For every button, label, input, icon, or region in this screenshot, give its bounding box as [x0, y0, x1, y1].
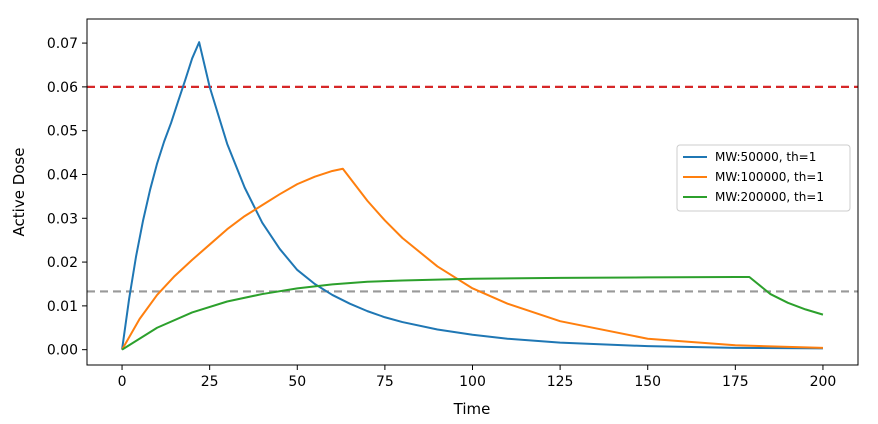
y-axis-label: Active Dose [10, 148, 28, 237]
legend-label: MW:50000, th=1 [715, 150, 816, 164]
x-tick-label: 25 [201, 374, 219, 390]
legend-label: MW:100000, th=1 [715, 170, 824, 184]
y-tick-label: 0.02 [47, 255, 78, 271]
y-tick-label: 0.03 [47, 211, 78, 227]
y-tick-label: 0.05 [47, 124, 78, 140]
y-tick-label: 0.00 [47, 343, 78, 359]
x-axis-label: Time [453, 400, 491, 418]
series-line-1 [121, 41, 823, 350]
x-tick-label: 125 [547, 374, 574, 390]
y-tick-label: 0.01 [47, 299, 78, 315]
legend-label: MW:200000, th=1 [715, 190, 824, 204]
series-line-3 [121, 275, 824, 351]
x-tick-label: 50 [288, 374, 306, 390]
y-tick-label: 0.04 [47, 167, 78, 183]
y-tick-label: 0.07 [47, 36, 78, 52]
x-axis: 0 25 50 75 100 125 150 175 200 [118, 365, 837, 390]
x-tick-label: 75 [376, 374, 394, 390]
x-tick-label: 200 [810, 374, 837, 390]
series-line-2 [121, 167, 823, 351]
x-tick-label: 100 [459, 374, 486, 390]
series-lines [121, 41, 824, 351]
legend: MW:50000, th=1 MW:100000, th=1 MW:200000, … [676, 144, 851, 212]
x-tick-label: 0 [118, 374, 127, 390]
x-tick-label: 150 [634, 374, 661, 390]
y-axis: 0.00 0.01 0.02 0.03 0.04 0.05 0.06 0.07 [47, 36, 87, 359]
y-tick-label: 0.06 [47, 80, 78, 96]
legend-box [676, 144, 851, 212]
x-tick-label: 175 [722, 374, 749, 390]
reference-lines [87, 85, 858, 293]
